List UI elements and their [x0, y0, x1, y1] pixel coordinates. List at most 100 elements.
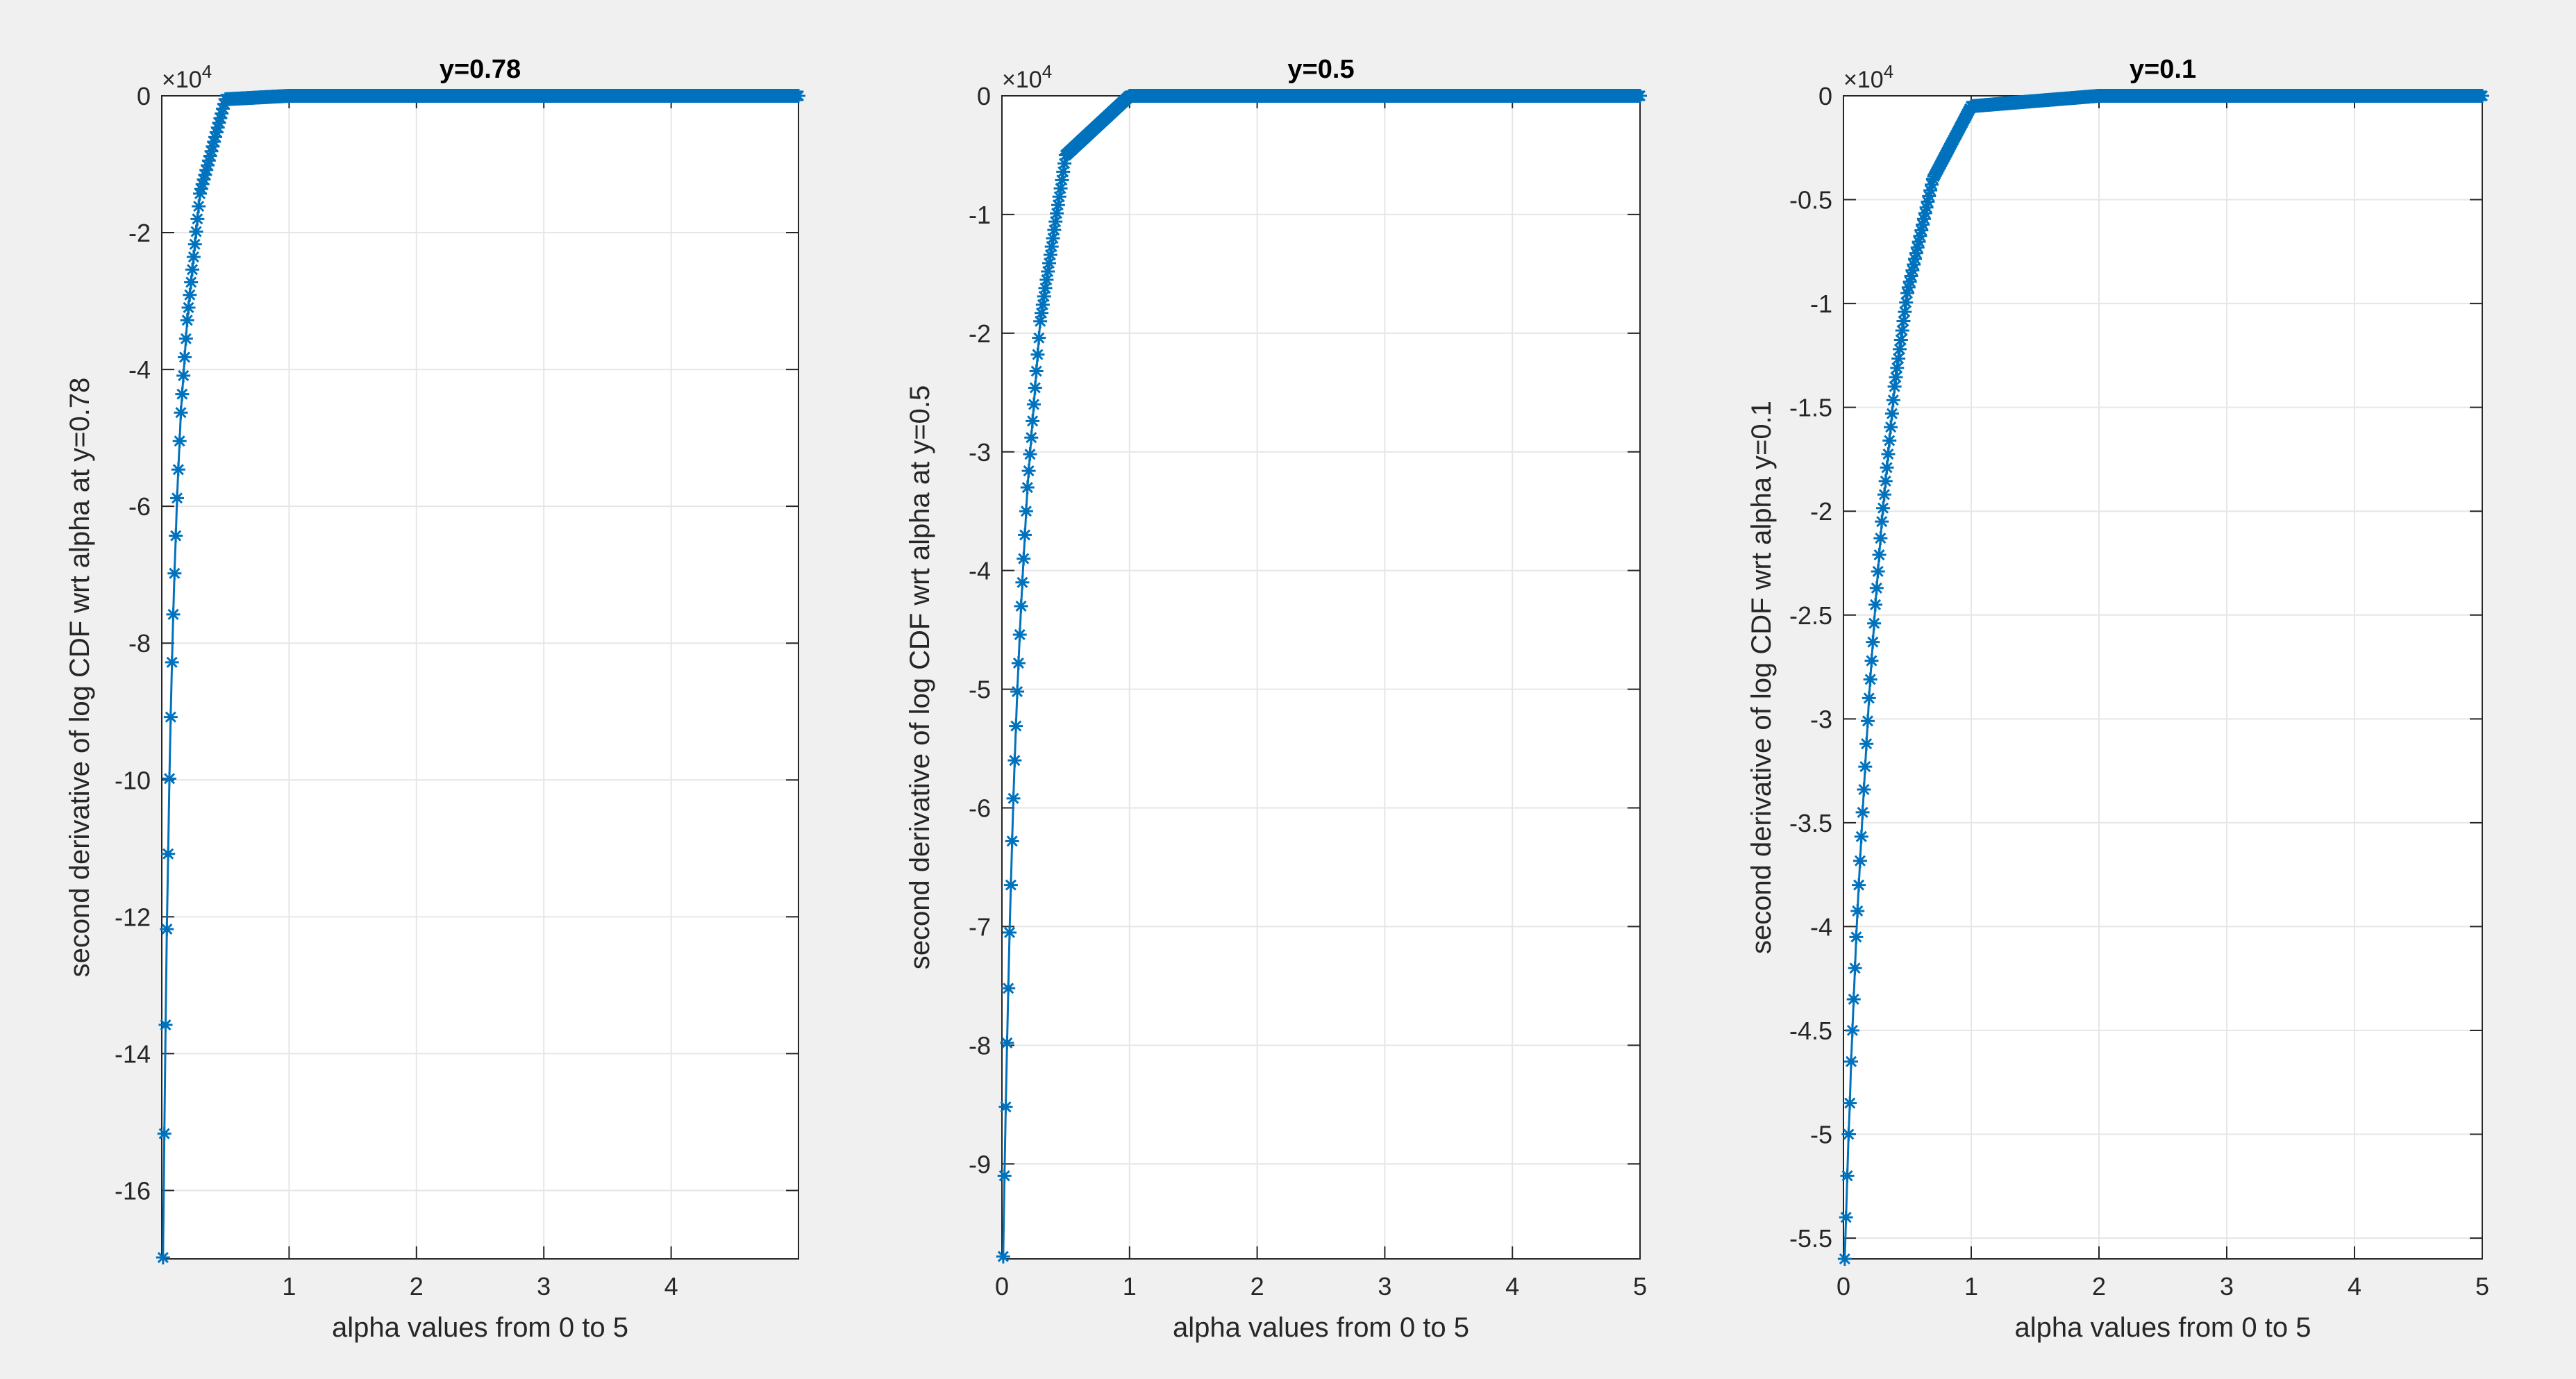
y-axis-label: second derivative of log CDF wrt alpha a…	[905, 385, 935, 970]
y-tick-label: -5	[969, 676, 991, 704]
data-point-marker	[176, 368, 191, 383]
series-markers	[1837, 89, 2489, 1266]
y-axis-label: second derivative of log CDF wrt alpha a…	[65, 378, 95, 978]
data-point-marker	[204, 144, 219, 158]
data-point-marker	[1843, 1096, 1857, 1110]
data-point-marker	[192, 199, 206, 214]
subplot-3: 0 1 2 3 4 5 0 -0.5 -1 -1.5 -2 -2.5 -3 -3.5 -4 -4.5 -5 -5.…	[1746, 55, 2489, 1343]
data-point-marker	[175, 387, 190, 401]
x-tick-label: 2	[410, 1272, 424, 1301]
exponent-power: 4	[1884, 61, 1893, 82]
data-point-marker	[1846, 992, 1861, 1007]
data-point-marker	[1035, 297, 1050, 312]
y-tick-label: -12	[115, 903, 151, 931]
data-point-marker	[1849, 930, 1864, 944]
data-point-marker	[1034, 306, 1048, 320]
data-point-marker	[180, 313, 194, 328]
x-tick-label: 1	[282, 1272, 296, 1301]
y-tick-label: -2.5	[1789, 601, 1832, 630]
exponent-base: ×10	[1002, 67, 1042, 93]
y-axis-label: second derivative of log CDF wrt alpha y…	[1746, 401, 1777, 954]
data-point-marker	[183, 287, 197, 302]
y-tick-label: -4	[969, 557, 991, 585]
data-point-marker	[1921, 194, 1935, 209]
data-point-marker	[170, 491, 185, 505]
data-point-marker	[187, 237, 202, 251]
data-point-marker	[1857, 783, 1871, 797]
data-point-marker	[1878, 474, 1893, 488]
data-point-marker	[1020, 480, 1035, 495]
subplot-title: y=0.5	[1287, 55, 1354, 84]
data-point-marker	[1901, 280, 1916, 294]
data-point-marker	[1859, 737, 1874, 751]
data-point-marker	[1860, 714, 1875, 728]
data-point-marker	[1028, 381, 1042, 395]
data-point-marker	[996, 1249, 1010, 1264]
data-point-marker	[1042, 256, 1057, 270]
data-point-marker	[1905, 263, 1920, 278]
x-tick-label: 4	[664, 1272, 678, 1301]
data-point-marker	[1891, 351, 1906, 366]
data-point-marker	[1047, 223, 1062, 237]
y-tick-label: -3	[1810, 705, 1832, 733]
data-point-marker	[1840, 1169, 1855, 1183]
data-point-marker	[1037, 289, 1051, 303]
data-point-marker	[1000, 1035, 1014, 1050]
data-point-marker	[184, 275, 199, 290]
y-tick-label: -3	[969, 438, 991, 467]
data-point-marker	[1877, 487, 1891, 502]
data-point-marker	[1009, 719, 1023, 733]
y-tick-label: -3.5	[1789, 809, 1832, 837]
data-point-marker	[1858, 760, 1873, 774]
data-point-marker	[1033, 314, 1048, 328]
data-point-marker	[1850, 904, 1865, 918]
data-point-marker	[1030, 347, 1045, 362]
y-tick-label: -0.5	[1789, 186, 1832, 215]
data-point-marker	[1872, 548, 1887, 562]
data-point-marker	[1005, 834, 1019, 849]
x-tick-label: 0	[1837, 1272, 1850, 1301]
data-point-marker	[210, 120, 225, 135]
data-point-marker	[1050, 206, 1064, 221]
y-tick-label: -5	[1810, 1121, 1832, 1149]
series-markers	[996, 89, 1647, 1264]
x-tick-label: 4	[1505, 1272, 1519, 1301]
data-point-marker	[172, 434, 187, 449]
axis-exponent-label: ×104	[1843, 61, 1893, 93]
data-point-marker	[213, 111, 228, 126]
data-point-marker	[166, 607, 181, 621]
data-point-marker	[208, 130, 223, 144]
data-point-marker	[1852, 853, 1867, 868]
data-point-marker	[1021, 464, 1036, 478]
axis-exponent-label: ×104	[1002, 61, 1052, 93]
y-tick-label: -7	[969, 912, 991, 941]
x-tick-label: 2	[1251, 1272, 1264, 1301]
data-point-marker	[158, 1018, 173, 1033]
data-point-marker	[181, 300, 196, 315]
data-point-marker	[193, 186, 208, 201]
subplot-2: 0 1 2 3 4 50-1-2-3-4-5-6-7-8-9×104 y=0.5alpha …	[905, 55, 1647, 1343]
data-point-marker	[1871, 564, 1885, 578]
data-point-marker	[1863, 672, 1877, 687]
data-point-marker	[1890, 360, 1905, 375]
data-point-marker	[1038, 281, 1053, 295]
x-tick-label: 4	[2348, 1272, 2361, 1301]
y-tick-label: -8	[969, 1031, 991, 1060]
data-point-marker	[998, 1100, 1013, 1114]
data-point-marker	[792, 89, 805, 103]
data-point-marker	[195, 177, 210, 192]
data-point-marker	[1852, 878, 1866, 892]
y-tick-label: -9	[969, 1150, 991, 1178]
y-tick-label: -2	[128, 219, 151, 247]
data-point-marker	[1032, 331, 1046, 345]
data-point-marker	[1844, 1054, 1859, 1069]
data-point-marker	[1884, 420, 1898, 435]
data-point-marker	[156, 1251, 170, 1265]
data-point-marker	[1006, 791, 1021, 805]
y-tick-label: -4	[128, 356, 151, 384]
data-point-marker	[1922, 189, 1937, 203]
axes-background	[162, 96, 798, 1259]
data-point-marker	[1012, 627, 1027, 642]
data-point-marker	[162, 771, 177, 786]
